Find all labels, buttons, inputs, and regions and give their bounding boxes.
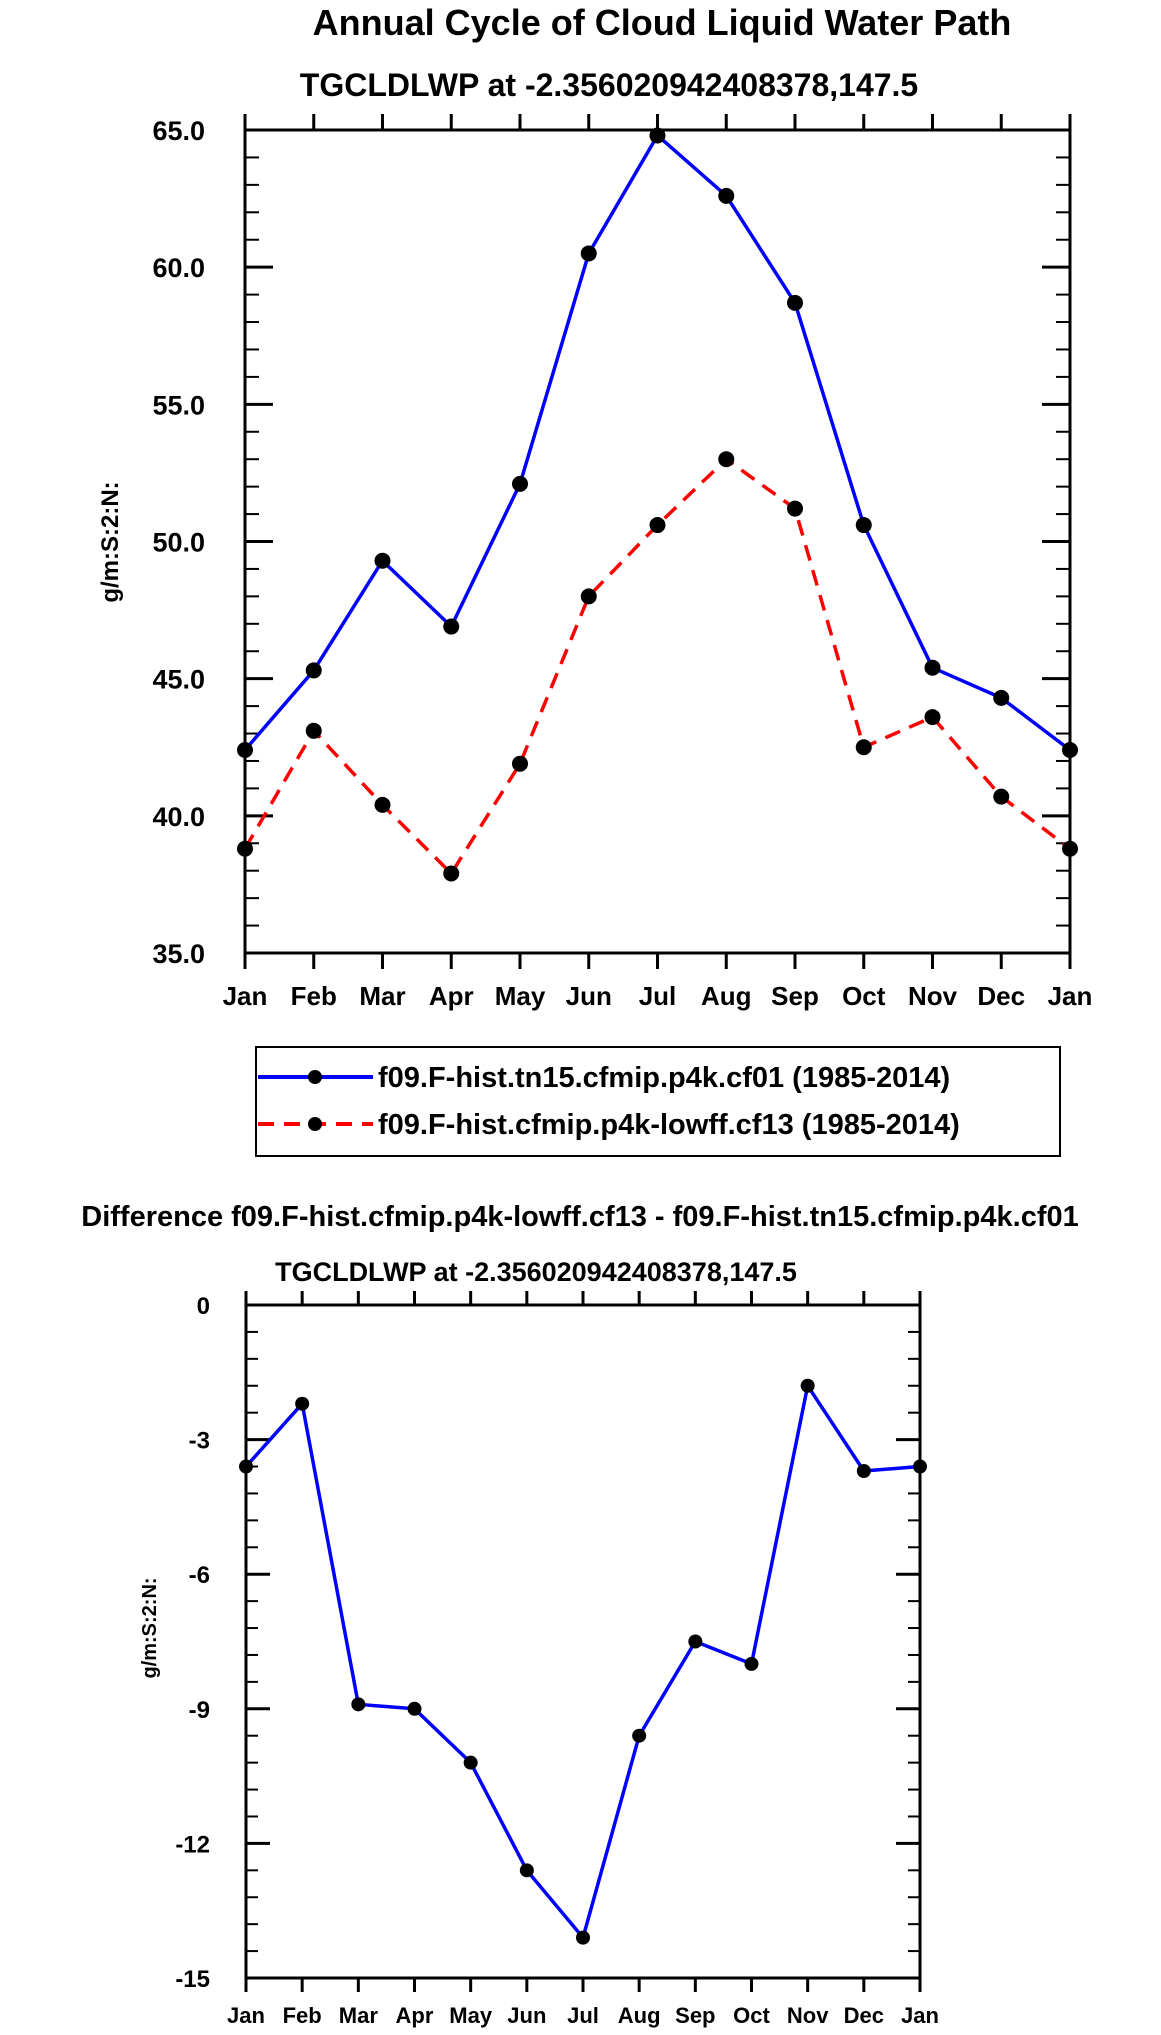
x-tick-label: Nov (908, 981, 958, 1011)
series-1-point (519, 1863, 534, 1878)
legend-label-series-1: f09.F-hist.tn15.cfmip.p4k.cf01 (1985-201… (378, 1062, 950, 1094)
x-tick-label: Mar (359, 981, 405, 1011)
chart1-title: Annual Cycle of Cloud Liquid Water Path (313, 2, 1012, 43)
x-tick-label: May (495, 981, 546, 1011)
x-tick-label: Aug (701, 981, 752, 1011)
x-tick-label: Feb (291, 981, 337, 1011)
legend-label-series-2: f09.F-hist.cfmip.p4k-lowff.cf13 (1985-20… (378, 1109, 960, 1141)
chart1-plot-area: 35.0 40.0 45.0 50.0 55.0 60.0 65.0 Jan Feb Mar Apr… (152, 114, 1092, 1011)
y-tick-label: 0 (197, 1293, 210, 1320)
series-line-1 (244, 1384, 921, 1940)
y-tick-label: -3 (189, 1428, 210, 1455)
y-tick-label: -15 (175, 1966, 210, 1993)
x-tick-label: Jan (901, 2003, 939, 2028)
x-tick-label: Aug (618, 2003, 661, 2028)
legend-box (255, 1046, 1061, 1157)
chart2-plot-area: -15 -12 -9 -6 -3 0 Jan Feb Mar Apr May Jun Jul Aug Sep… (175, 1291, 939, 2028)
series-1-point (688, 1634, 703, 1649)
x-tick-label: Dec (844, 2003, 884, 2028)
y-tick-label: 60.0 (152, 253, 205, 283)
series-1-point (632, 1728, 647, 1743)
series-1-point (787, 294, 803, 311)
chart1-legend: f09.F-hist.tn15.cfmip.p4k.cf01 (1985-201… (255, 1046, 1061, 1157)
legend-marker-series-1 (308, 1070, 322, 1084)
y-tick-label: 35.0 (152, 939, 205, 969)
x-tick-label: Sep (675, 2003, 715, 2028)
series-2-point (649, 517, 666, 534)
x-tick-label: Jan (227, 2003, 265, 2028)
series-1-point (374, 552, 391, 569)
series-2-point (512, 755, 528, 772)
chart2-title: Difference f09.F-hist.cfmip.p4k-lowff.cf… (81, 1201, 1079, 1233)
x-tick-label: Feb (283, 2003, 322, 2028)
series-1-point (239, 1459, 253, 1474)
series-line-1 (243, 133, 1072, 752)
x-tick-label: May (449, 2003, 493, 2028)
series-2-point (443, 865, 460, 882)
series-1-point (993, 689, 1010, 706)
chart2-subtitle: TGCLDLWP at -2.356020942408378,147.5 (275, 1257, 797, 1287)
series-2-point (305, 722, 322, 739)
chart1-subtitle: TGCLDLWP at -2.356020942408378,147.5 (300, 67, 918, 103)
y-tick-label: -6 (189, 1562, 210, 1589)
series-1-point (295, 1396, 310, 1411)
x-tick-label: Dec (977, 981, 1025, 1011)
series-1-point (649, 127, 666, 144)
series-2-point (993, 788, 1010, 805)
series-2-point (1062, 840, 1078, 857)
x-tick-label: Jan (1048, 981, 1093, 1011)
series-2-point (374, 796, 391, 813)
series-2-point (580, 588, 597, 605)
series-2-point (718, 451, 735, 468)
series-1-point (718, 187, 735, 204)
x-tick-label: Oct (733, 2003, 770, 2028)
series-2-point (787, 500, 803, 517)
series-1-point (924, 659, 941, 676)
y-tick-label: -12 (175, 1831, 210, 1858)
series-1-point (237, 741, 253, 758)
x-tick-label: Oct (842, 981, 886, 1011)
series-1-point (576, 1930, 590, 1945)
x-tick-label: Jul (639, 981, 677, 1011)
chart2-ylabel: g/m:S:2:N: (139, 1577, 161, 1678)
series-2-point (924, 709, 941, 726)
plot-frame (243, 128, 1072, 955)
series-1-point (800, 1378, 815, 1393)
series-1-point (512, 475, 528, 492)
series-1-point (351, 1697, 366, 1712)
series-1-point (855, 517, 872, 534)
series-1-point (913, 1459, 927, 1474)
series-1-point (443, 618, 460, 635)
y-tick-label: 50.0 (152, 528, 205, 558)
y-tick-label: -9 (189, 1697, 210, 1724)
x-tick-label: Jul (567, 2003, 599, 2028)
series-1-point (1062, 741, 1078, 758)
series-1-point (407, 1701, 422, 1716)
y-tick-label: 65.0 (152, 116, 205, 146)
legend-marker-series-2 (308, 1117, 322, 1131)
x-tick-label: Jun (566, 981, 612, 1011)
series-1-point (856, 1464, 871, 1479)
y-tick-label: 55.0 (152, 390, 205, 420)
x-tick-label: Jun (507, 2003, 546, 2028)
x-tick-label: Mar (339, 2003, 379, 2028)
x-tick-label: Sep (771, 981, 819, 1011)
x-tick-label: Apr (429, 981, 474, 1011)
series-2-point (855, 739, 872, 756)
x-tick-label: Jan (223, 981, 268, 1011)
chart1-ylabel: g/m:S:2:N: (97, 481, 124, 602)
series-1-point (463, 1755, 478, 1770)
y-tick-label: 45.0 (152, 665, 205, 695)
x-tick-label: Apr (396, 2003, 434, 2028)
series-1-point (580, 245, 597, 262)
series-1-point (744, 1656, 759, 1671)
series-1-point (305, 662, 322, 679)
y-tick-label: 40.0 (152, 802, 205, 832)
series-2-point (237, 840, 253, 857)
x-tick-label: Nov (787, 2003, 829, 2028)
